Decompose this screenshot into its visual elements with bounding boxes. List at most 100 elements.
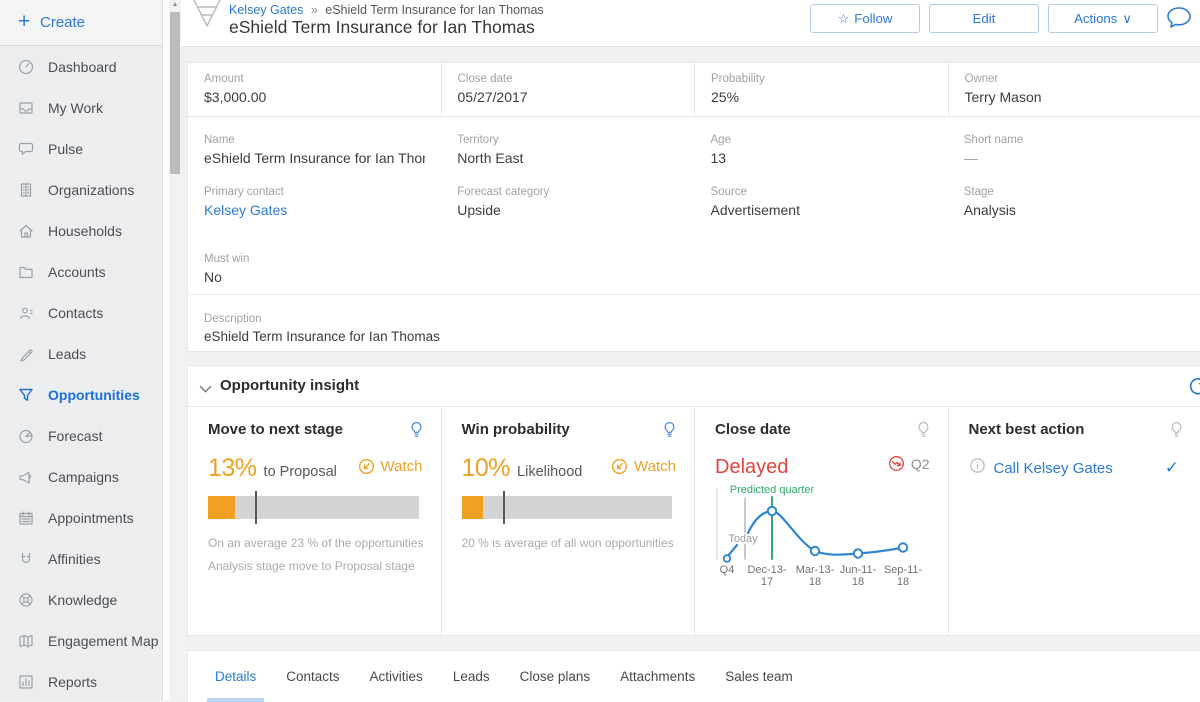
next-action-row: Call Kelsey Gates ✓ [969, 457, 1184, 479]
page-title: eShield Term Insurance for Ian Thomas [229, 17, 535, 38]
card-move-to-next-stage: Move to next stage 13% to Proposal Watch [188, 407, 442, 637]
field-must-win: Must win No [188, 221, 1200, 295]
close-date-chart: Predicted quarter Today Q4 Dec-13- Mar-1… [709, 483, 937, 587]
sidebar-item-households[interactable]: Households [0, 210, 162, 251]
field-amount: Amount $3,000.00 [188, 63, 442, 116]
svg-text:Mar-13-: Mar-13- [796, 564, 835, 576]
sidebar-item-my-work[interactable]: My Work [0, 87, 162, 128]
main-content: Kelsey Gates » eShield Term Insurance fo… [181, 0, 1200, 700]
campaigns-icon [17, 468, 35, 486]
sidebar-item-campaigns[interactable]: Campaigns [0, 456, 162, 497]
record-fields-panel: Amount $3,000.00 Close date 05/27/2017 P… [187, 62, 1200, 352]
complete-check-icon[interactable]: ✓ [1165, 458, 1183, 478]
create-button[interactable]: + Create [0, 0, 162, 46]
tab-leads[interactable]: Leads [453, 651, 490, 702]
watch-button[interactable]: Watch [357, 457, 423, 476]
predicted-quarter-badge: Q2 [887, 454, 930, 473]
watch-icon [357, 457, 376, 476]
chevron-down-icon: ∨ [1122, 11, 1132, 27]
breadcrumb: Kelsey Gates » eShield Term Insurance fo… [229, 3, 544, 17]
field-age: Age 13 [695, 117, 948, 169]
svg-text:18: 18 [809, 576, 821, 587]
sidebar-item-engagement-map[interactable]: Engagement Map [0, 620, 162, 661]
svg-text:Sep-11-: Sep-11- [884, 564, 923, 576]
card-next-best-action: Next best action Call Kelsey Gates ✓ [949, 407, 1200, 637]
field-short-name: Short name — [948, 117, 1200, 169]
star-icon: ☆ [838, 11, 850, 27]
sidebar-item-affinities[interactable]: Affinities [0, 538, 162, 579]
feed-chat-icon[interactable] [1166, 6, 1192, 30]
win-caption: 20 % is average of all won opportunities [462, 532, 677, 555]
refresh-icon[interactable] [1187, 375, 1200, 397]
engagement-map-icon [17, 632, 35, 650]
tab-details[interactable]: Details [215, 651, 256, 702]
scrollbar-thumb[interactable] [170, 12, 180, 174]
forecast-icon [17, 427, 35, 445]
record-header: Kelsey Gates » eShield Term Insurance fo… [181, 0, 1200, 47]
contacts-icon [17, 304, 35, 322]
appointments-icon [17, 509, 35, 527]
field-close-date: Close date 05/27/2017 [442, 63, 696, 116]
sidebar-item-pulse[interactable]: Pulse [0, 128, 162, 169]
watch-icon [610, 457, 629, 476]
tab-attachments[interactable]: Attachments [620, 651, 695, 702]
sidebar-item-leads[interactable]: Leads [0, 333, 162, 374]
info-icon[interactable] [969, 457, 986, 479]
field-source: Source Advertisement [695, 169, 948, 221]
insight-header: Opportunity insight [188, 366, 1200, 407]
collapse-chevron-icon[interactable] [199, 381, 212, 399]
sidebar-item-forecast[interactable]: Forecast [0, 415, 162, 456]
sidebar: + Create Dashboard My Work Pulse Organiz… [0, 0, 163, 700]
svg-text:Q4: Q4 [720, 564, 735, 576]
tab-contacts[interactable]: Contacts [286, 651, 339, 702]
reports-icon [17, 673, 35, 691]
scrollbar-up-arrow-icon[interactable]: ▲ [169, 1, 181, 8]
tab-close-plans[interactable]: Close plans [520, 651, 591, 702]
lightbulb-icon[interactable] [917, 421, 930, 445]
svg-text:18: 18 [852, 576, 864, 587]
my-work-icon [17, 99, 35, 117]
leads-icon [17, 345, 35, 363]
sidebar-item-knowledge[interactable]: Knowledge [0, 579, 162, 620]
lightbulb-icon[interactable] [410, 421, 423, 445]
actions-button[interactable]: Actions ∨ [1048, 4, 1158, 33]
sidebar-item-dashboard[interactable]: Dashboard [0, 46, 162, 87]
sidebar-item-organizations[interactable]: Organizations [0, 169, 162, 210]
sidebar-item-accounts[interactable]: Accounts [0, 251, 162, 292]
accounts-icon [17, 263, 35, 281]
opportunity-insight-panel: Opportunity insight Move to next stage 1… [187, 365, 1200, 636]
next-action-link[interactable]: Call Kelsey Gates [994, 460, 1113, 477]
card-close-date: Close date Delayed Q2 Predict [695, 407, 949, 637]
lightbulb-icon[interactable] [1170, 421, 1183, 445]
opportunity-funnel-icon [189, 0, 225, 34]
sidebar-item-opportunities[interactable]: Opportunities [0, 374, 162, 415]
breadcrumb-current: eShield Term Insurance for Ian Thomas [325, 3, 543, 17]
sidebar-item-appointments[interactable]: Appointments [0, 497, 162, 538]
dashboard-icon [17, 58, 35, 76]
tab-sales-team[interactable]: Sales team [725, 651, 793, 702]
primary-contact-link[interactable]: Kelsey Gates [204, 199, 425, 221]
field-stage: Stage Analysis [948, 169, 1200, 221]
sidebar-item-contacts[interactable]: Contacts [0, 292, 162, 333]
plus-icon: + [18, 10, 40, 34]
stage-caption: On an average 23 % of the opportunities … [208, 532, 423, 578]
field-name: Name eShield Term Insurance for Ian Thom… [188, 117, 441, 169]
tab-activities[interactable]: Activities [370, 651, 423, 702]
svg-text:Today: Today [728, 533, 758, 545]
sidebar-item-reports[interactable]: Reports [0, 661, 162, 702]
card-win-probability: Win probability 10% Likelihood Watch [442, 407, 696, 637]
breadcrumb-link[interactable]: Kelsey Gates [229, 3, 303, 17]
opportunities-funnel-icon [17, 386, 35, 404]
field-territory: Territory North East [441, 117, 694, 169]
field-probability: Probability 25% [695, 63, 949, 116]
affinities-icon [17, 550, 35, 568]
watch-button[interactable]: Watch [610, 457, 676, 476]
knowledge-icon [17, 591, 35, 609]
edit-button[interactable]: Edit [929, 4, 1039, 33]
detail-tabs-panel: Details Contacts Activities Leads Close … [187, 650, 1200, 702]
header-buttons: ☆ Follow Edit Actions ∨ [810, 4, 1158, 33]
svg-text:Jun-11-: Jun-11- [840, 564, 877, 576]
lightbulb-icon[interactable] [663, 421, 676, 445]
vertical-scrollbar[interactable]: ▲ [169, 0, 181, 700]
follow-button[interactable]: ☆ Follow [810, 4, 920, 33]
